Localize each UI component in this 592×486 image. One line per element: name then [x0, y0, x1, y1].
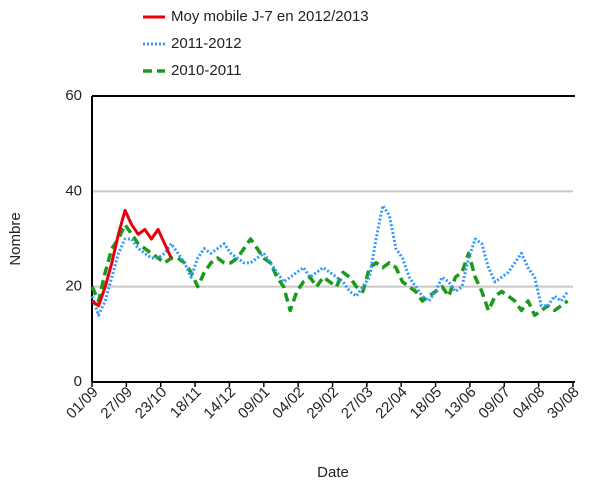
- y-tick-label: 40: [65, 182, 82, 199]
- x-tick-label: 29/02: [304, 384, 343, 423]
- x-tick-label: 14/12: [200, 384, 239, 423]
- x-tick-label: 23/10: [132, 384, 171, 423]
- x-tick-label: 27/09: [97, 384, 136, 423]
- x-tick-label: 01/09: [63, 384, 102, 423]
- y-tick-label: 60: [65, 87, 82, 104]
- series-line: [90, 222, 569, 318]
- x-tick-label: 27/03: [338, 384, 377, 423]
- x-tick-label: 30/08: [544, 384, 583, 423]
- x-tick-label: 13/06: [441, 384, 480, 423]
- y-tick-label: 0: [74, 373, 82, 390]
- series-line: [91, 208, 173, 308]
- legend-label: 2010-2011: [171, 62, 242, 79]
- x-tick-label: 09/01: [235, 384, 274, 423]
- legend-label: 2011-2012: [171, 35, 242, 52]
- y-axis-label: Nombre: [7, 212, 24, 265]
- x-tick-label: 04/02: [269, 384, 308, 423]
- x-axis-label: Date: [317, 464, 349, 481]
- y-tick-label: 20: [65, 278, 82, 295]
- legend-label: Moy mobile J-7 en 2012/2013: [171, 8, 369, 25]
- x-tick-label: 18/05: [407, 384, 446, 423]
- x-tick-label: 18/11: [167, 384, 205, 422]
- x-tick-label: 09/07: [475, 384, 514, 423]
- x-tick-label: 04/08: [510, 384, 549, 423]
- series-line: [90, 204, 569, 317]
- x-tick-label: 22/04: [372, 384, 411, 423]
